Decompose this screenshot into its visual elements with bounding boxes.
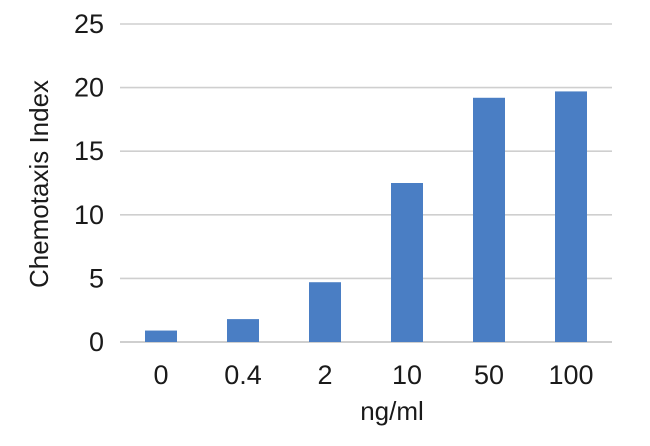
x-tick-labels: 0 0.4 2 10 50 100 bbox=[153, 360, 593, 390]
bars bbox=[145, 91, 587, 342]
y-tick-labels: 0 5 10 15 20 25 bbox=[74, 9, 104, 357]
y-tick-label: 25 bbox=[74, 9, 104, 39]
x-tick-label: 50 bbox=[474, 360, 504, 390]
y-tick-label: 5 bbox=[89, 263, 104, 293]
x-tick-label: 0.4 bbox=[224, 360, 262, 390]
y-axis-title: Chemotaxis Index bbox=[24, 80, 54, 288]
bar-50 bbox=[473, 97, 505, 342]
y-tick-label: 15 bbox=[74, 136, 104, 166]
y-tick-label: 0 bbox=[89, 327, 104, 357]
bar-10 bbox=[391, 183, 423, 342]
bar-2 bbox=[309, 282, 341, 342]
x-axis-title: ng/ml bbox=[360, 396, 424, 426]
y-tick-label: 10 bbox=[74, 200, 104, 230]
x-tick-label: 0 bbox=[153, 360, 168, 390]
x-tick-label: 2 bbox=[317, 360, 332, 390]
bar-0.4 bbox=[227, 319, 259, 342]
x-tick-label: 10 bbox=[392, 360, 422, 390]
bar-0 bbox=[145, 330, 177, 342]
gridlines bbox=[120, 23, 612, 343]
x-tick-label: 100 bbox=[548, 360, 593, 390]
bar-100 bbox=[555, 91, 587, 342]
y-tick-label: 20 bbox=[74, 73, 104, 103]
